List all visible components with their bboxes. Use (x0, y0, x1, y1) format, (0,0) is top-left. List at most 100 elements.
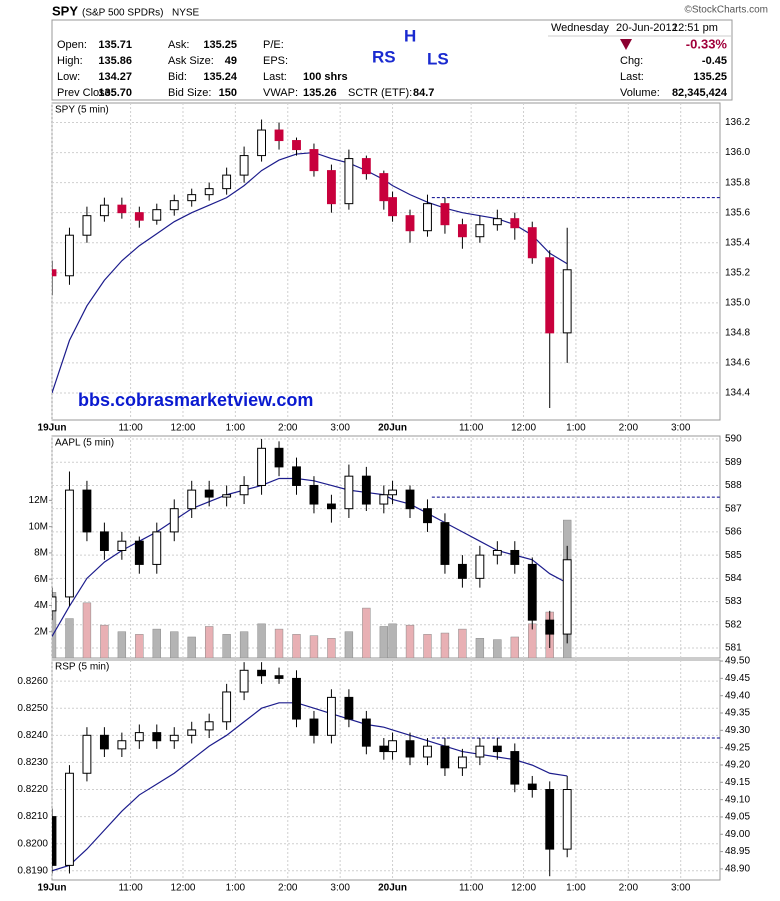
candle-body (239, 669, 249, 693)
x-tick-label: 1:00 (566, 423, 586, 434)
candle-body (492, 745, 502, 753)
volume-bar (327, 638, 336, 658)
candle-body (457, 756, 467, 769)
candle-body (423, 508, 432, 524)
volume-bar (292, 634, 301, 658)
volume-bar (344, 631, 354, 658)
volume-bar (405, 624, 415, 658)
candle-body (309, 484, 319, 505)
candle-body (545, 257, 555, 334)
y-tick-label: 0.8250 (17, 703, 48, 714)
annotation: RS (372, 47, 396, 66)
candle-body (274, 675, 284, 679)
volume-bar (510, 636, 519, 658)
quote-value: 150 (219, 87, 237, 99)
panel: 19Jun 11:00 12:00 1:00 2:00 3:00 20Jun 11:00 12:… (17, 656, 750, 894)
x-tick-label: 11:00 (459, 423, 484, 434)
y-tick-label: 135.0 (725, 297, 750, 308)
candle-body (187, 194, 197, 202)
candle-body (379, 745, 389, 753)
candle-body (405, 489, 415, 510)
candle-body (527, 563, 537, 621)
y-tick-label: 134.4 (725, 388, 750, 399)
x-tick-label: 2:00 (619, 883, 639, 894)
volume-bar (100, 624, 109, 658)
source: ©StockCharts.com (684, 5, 768, 16)
candle-body (379, 173, 389, 202)
date: 20-Jun-2012 (616, 22, 678, 34)
candle-body (52, 269, 57, 277)
candle-body (99, 734, 109, 750)
quote-value: 135.26 (303, 87, 337, 99)
quote-label: Low: (57, 71, 80, 83)
candle-body (405, 740, 415, 758)
quote-label: Ask Size: (168, 55, 214, 67)
y2-tick-label: 6M (34, 574, 48, 585)
y-tick-label: 134.8 (725, 328, 750, 339)
summary-value: 82,345,424 (672, 87, 728, 99)
y-tick-label: 135.4 (725, 237, 750, 248)
x-tick-label: 20Jun (378, 883, 407, 894)
x-tick-label: 1:00 (566, 883, 586, 894)
y2-tick-label: 49.35 (725, 708, 750, 719)
candle-body (274, 129, 284, 142)
candle-body (361, 158, 371, 175)
y-tick-label: 134.6 (725, 358, 750, 369)
candle-body (187, 729, 197, 736)
quote-label: Bid Size: (168, 87, 211, 99)
candle-body (82, 489, 92, 533)
candle-body (492, 218, 502, 226)
candle-body (134, 732, 144, 742)
x-tick-label: 12:00 (511, 423, 536, 434)
panel-label-bg (53, 437, 125, 449)
volume-bar (117, 631, 127, 658)
volume-bar (222, 634, 231, 658)
panel-frame (51, 435, 721, 659)
y2-tick-label: 4M (34, 600, 48, 611)
y-tick-label: 0.8200 (17, 838, 48, 849)
panel-frame (51, 659, 721, 881)
quote-value: 135.71 (98, 39, 132, 51)
candle-body (379, 494, 389, 505)
y-tick-label: 581 (725, 643, 742, 654)
summary-label: Chg: (620, 55, 643, 67)
candle-body (562, 559, 572, 635)
candle-body (99, 204, 109, 217)
candle-body (257, 669, 266, 677)
y2-tick-label: 49.50 (725, 656, 750, 667)
quote-label: High: (57, 55, 83, 67)
y-tick-label: 135.2 (725, 267, 750, 278)
y-tick-label: 587 (725, 503, 742, 514)
y-tick-label: 136.0 (725, 147, 750, 158)
candle-body (204, 721, 214, 731)
y-tick-label: 0.8190 (17, 865, 48, 876)
candle-body (344, 475, 354, 510)
candle-body (82, 734, 92, 774)
summary-value: 135.25 (693, 71, 727, 83)
y-tick-label: 585 (725, 550, 742, 561)
panel-label: AAPL (5 min) (55, 438, 114, 449)
y-tick-label: 590 (725, 434, 742, 445)
candle-body (65, 489, 74, 598)
candle-body (222, 691, 232, 723)
y-tick-label: 589 (725, 457, 742, 468)
y2-tick-label: 49.15 (725, 777, 750, 788)
candle-body (510, 218, 520, 229)
x-tick-label: 11:00 (118, 423, 143, 434)
candle-body (423, 203, 432, 232)
x-tick-label: 19Jun (38, 423, 67, 434)
candle-body (169, 200, 179, 211)
candle-body (65, 234, 74, 277)
y-tick-label: 0.8230 (17, 757, 48, 768)
panel-frame (51, 102, 721, 421)
quote-value: 100 shrs (303, 71, 348, 83)
candle-body (326, 170, 336, 205)
candle-body (388, 740, 397, 753)
summary-value: -0.45 (702, 55, 727, 67)
candle-body (169, 508, 179, 533)
volume-bar (388, 623, 397, 658)
candle-body (292, 466, 301, 486)
candle-body (152, 531, 162, 565)
x-tick-label: 3:00 (330, 423, 350, 434)
